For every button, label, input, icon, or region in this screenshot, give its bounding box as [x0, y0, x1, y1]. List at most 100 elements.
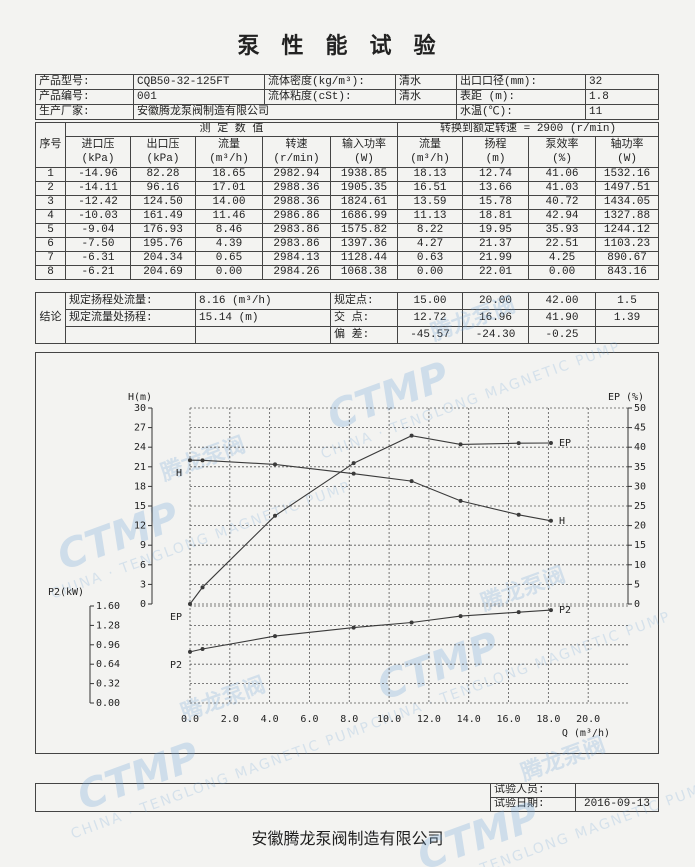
table-row: 8 -6.21 204.69 0.00 2984.26 1068.38 0.00 22.01 0…: [35, 265, 660, 280]
footer-table: 试验人员: 试验日期: 2016-09-13: [35, 783, 659, 812]
data-cell: 22.51: [528, 237, 597, 252]
column-name: 流量: [218, 139, 240, 151]
data-cell: 1128.44: [329, 251, 399, 266]
blank-cell: [595, 326, 660, 344]
info-label: 水温(℃):: [456, 104, 586, 120]
data-cell: 82.28: [130, 167, 196, 182]
data-cell: 16.51: [397, 181, 464, 196]
conclusion-table: 结论 规定扬程处流量: 8.16 (m³/h) 规定点: 15.00 20.00 42.00…: [35, 292, 660, 344]
conclusion-label: 结论: [35, 292, 66, 344]
point-label: 规定点:: [330, 292, 399, 310]
group-header: 测 定 数 值: [64, 122, 399, 137]
column-name: 输入功率: [342, 139, 387, 151]
data-cell: 35.93: [528, 223, 597, 238]
column-name: 泵效率: [545, 139, 579, 151]
data-cell: 1244.12: [595, 223, 660, 238]
column-unit: (r/min): [273, 153, 320, 165]
data-cell: 2988.36: [262, 181, 331, 196]
table-row: 产品型号: CQB50-32-125FT 流体密度(kg/m³): 清水 出口口径(mm…: [35, 74, 659, 90]
data-cell: 0.00: [528, 265, 597, 280]
table-row: 2 -14.11 96.16 17.01 2988.36 1905.35 16.51 13.6…: [35, 181, 660, 196]
data-cell: 1575.82: [329, 223, 399, 238]
data-cell: 4.39: [195, 237, 263, 252]
data-cell: 0.00: [397, 265, 464, 280]
row-number: 3: [35, 195, 66, 210]
table-row: 6 -7.50 195.76 4.39 2983.86 1397.36 4.27 21.37 2…: [35, 237, 660, 252]
row-number: 5: [35, 223, 66, 238]
data-cell: 0.00: [195, 265, 263, 280]
data-cell: 890.67: [595, 251, 660, 266]
data-cell: 22.01: [462, 265, 530, 280]
point-value: -0.25: [528, 326, 597, 344]
column-unit: (kPa): [81, 153, 115, 165]
column-header: 输入功率 (W): [329, 136, 399, 168]
data-cell: 204.34: [130, 251, 196, 266]
table-row: 序号测 定 数 值转换到额定转速 = 2900 (r/min): [35, 122, 660, 168]
data-cell: -6.21: [65, 265, 131, 280]
data-cell: 13.59: [397, 195, 464, 210]
column-name: 转速: [285, 139, 308, 151]
row-number: 4: [35, 209, 66, 224]
info-value: 清水: [395, 74, 457, 90]
data-cell: 17.01: [195, 181, 263, 196]
page-title: 泵性能试验: [237, 33, 458, 59]
blank-cell: [195, 326, 332, 344]
data-cell: 42.94: [528, 209, 597, 224]
column-name: 扬程: [484, 139, 507, 151]
table-row: 偏 差: -45.57 -24.30 -0.25: [36, 326, 660, 344]
info-label: 生产厂家:: [35, 104, 134, 120]
data-cell: 2988.36: [262, 195, 331, 210]
info-label: 出口口径(mm):: [456, 74, 586, 90]
group-header: 转换到额定转速 = 2900 (r/min): [397, 122, 660, 137]
data-cell: 4.25: [528, 251, 597, 266]
info-label: 表距 (m):: [456, 89, 586, 105]
test-table: 序号测 定 数 值转换到额定转速 = 2900 (r/min) 进口压 (kPa) 出…: [35, 122, 660, 280]
info-label: 产品型号:: [35, 74, 134, 90]
info-value: 安徽腾龙泵阀制造有限公司: [133, 104, 457, 120]
group-header: 序号: [35, 122, 66, 168]
data-cell: 18.13: [397, 167, 464, 182]
data-cell: 1686.99: [329, 209, 399, 224]
data-cell: 96.16: [130, 181, 196, 196]
data-cell: 1824.61: [329, 195, 399, 210]
column-header: 轴功率 (W): [595, 136, 660, 168]
column-header: 流量 (m³/h): [195, 136, 263, 168]
info-value: 1.8: [585, 89, 659, 105]
info-value: 11: [585, 104, 659, 120]
data-cell: 1068.38: [329, 265, 399, 280]
data-cell: 11.13: [397, 209, 464, 224]
column-unit: (W): [354, 153, 374, 165]
column-header: 转速 (r/min): [262, 136, 331, 168]
data-cell: 2984.13: [262, 251, 331, 266]
column-unit: (kPa): [146, 153, 180, 165]
table-row: 规定流量处扬程: 15.14 (m) 交 点: 12.72 16.96 41.90 1.39: [36, 309, 660, 327]
date-label: 试验日期:: [490, 797, 576, 812]
data-cell: 1497.51: [595, 181, 660, 196]
info-value: 清水: [395, 89, 457, 105]
table-row: 7 -6.31 204.34 0.65 2984.13 1128.44 0.63 21.99 4…: [35, 251, 660, 266]
data-cell: 1327.88: [595, 209, 660, 224]
column-unit: (m): [485, 153, 506, 165]
row-number: 2: [35, 181, 66, 196]
data-cell: 2983.86: [262, 237, 331, 252]
data-cell: 1532.16: [595, 167, 660, 182]
point-value: 20.00: [462, 292, 530, 310]
data-cell: 11.46: [195, 209, 263, 224]
table-row: 5 -9.04 176.93 8.46 2983.86 1575.82 8.22 19.95 3…: [35, 223, 660, 238]
data-cell: 14.00: [195, 195, 263, 210]
info-label: 流体密度(kg/m³):: [264, 74, 396, 90]
data-cell: 204.69: [130, 265, 196, 280]
column-name: 进口压: [81, 139, 115, 151]
data-cell: 13.66: [462, 181, 530, 196]
column-unit: (m³/h): [209, 153, 249, 165]
data-cell: 40.72: [528, 195, 597, 210]
data-cell: 4.27: [397, 237, 464, 252]
data-cell: 2986.86: [262, 209, 331, 224]
point-value: -45.57: [397, 326, 464, 344]
info-value: CQB50-32-125FT: [133, 74, 265, 90]
table-row: 结论 规定扬程处流量: 8.16 (m³/h) 规定点: 15.00 20.00 42.00…: [35, 292, 660, 344]
data-cell: 19.95: [462, 223, 530, 238]
point-value: 16.96: [462, 309, 530, 327]
table-row: 4 -10.03 161.49 11.46 2986.86 1686.99 11.13 18.…: [35, 209, 660, 224]
data-cell: -6.31: [65, 251, 131, 266]
